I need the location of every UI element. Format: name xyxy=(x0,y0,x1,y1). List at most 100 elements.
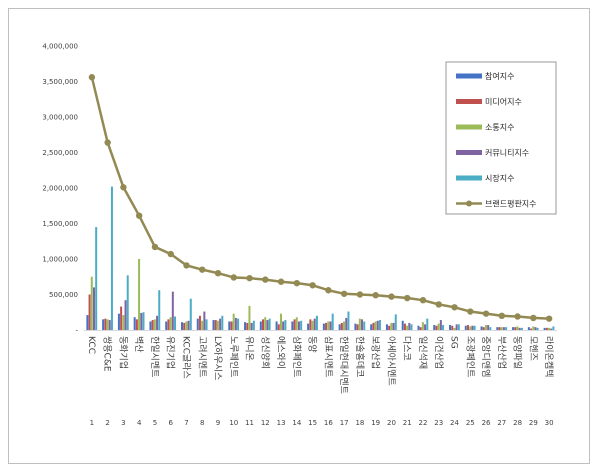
bar-시장지수 xyxy=(363,321,366,330)
category-number: 28 xyxy=(513,419,522,427)
bar-미디어지수 xyxy=(198,315,201,330)
category-label: 고려시멘트 xyxy=(196,336,207,377)
bar-미디어지수 xyxy=(230,321,233,330)
bar-소통지수 xyxy=(327,321,330,330)
point-브랜드평판지수 xyxy=(230,274,237,281)
legend-label: 미디어지수 xyxy=(485,97,522,107)
point-브랜드평판지수 xyxy=(277,278,285,285)
bar-시장지수 xyxy=(394,314,397,330)
bar-시장지수 xyxy=(110,186,113,330)
bar-시장지수 xyxy=(331,313,334,330)
category-number: 16 xyxy=(324,419,333,427)
bar-커뮤니티지수 xyxy=(282,321,285,330)
bar-미디어지수 xyxy=(104,318,107,330)
legend-swatch-미디어지수 xyxy=(456,99,482,104)
category-label: 부산산업 xyxy=(496,336,507,369)
bar-시장지수 xyxy=(442,325,445,330)
category-number: 1 xyxy=(90,419,94,427)
bar-커뮤니티지수 xyxy=(361,319,364,330)
bar-커뮤니티지수 xyxy=(502,327,505,330)
bar-시장지수 xyxy=(189,298,192,330)
category-label: 삼표시멘트 xyxy=(322,336,333,377)
bar-소통지수 xyxy=(437,323,440,330)
bar-소통지수 xyxy=(153,319,156,330)
category-number: 5 xyxy=(153,419,157,427)
bar-참여지수 xyxy=(449,325,452,330)
bar-커뮤니티지수 xyxy=(187,320,190,330)
bar-커뮤니티지수 xyxy=(329,321,332,330)
point-브랜드평판지수 xyxy=(199,266,206,273)
bar-커뮤니티지수 xyxy=(234,317,237,330)
bar-참여지수 xyxy=(480,326,483,330)
bar-참여지수 xyxy=(307,323,310,330)
bar-미디어지수 xyxy=(151,320,154,330)
bar-커뮤니티지수 xyxy=(266,320,269,330)
category-number: 20 xyxy=(387,419,396,427)
bar-미디어지수 xyxy=(545,327,548,330)
category-number: 6 xyxy=(168,419,173,427)
point-브랜드평판지수 xyxy=(104,139,111,146)
y-tick-label: 500,000 xyxy=(49,291,78,299)
bar-참여지수 xyxy=(401,320,404,330)
y-tick-label: 1,000,000 xyxy=(42,256,78,264)
bar-참여지수 xyxy=(322,323,325,330)
bar-미디어지수 xyxy=(514,327,517,330)
bar-참여지수 xyxy=(244,322,247,330)
bar-시장지수 xyxy=(205,319,208,330)
category-number: 17 xyxy=(340,419,349,427)
bar-미디어지수 xyxy=(246,322,249,330)
bar-미디어지수 xyxy=(372,322,375,330)
category-number: 14 xyxy=(292,419,301,427)
bar-참여지수 xyxy=(102,319,105,330)
category-label: 한일시멘트 xyxy=(149,336,160,377)
bar-시장지수 xyxy=(174,316,177,330)
bar-미디어지수 xyxy=(183,322,186,330)
bar-소통지수 xyxy=(374,321,377,330)
bar-소통지수 xyxy=(248,305,251,330)
bar-시장지수 xyxy=(520,327,523,330)
bar-커뮤니티지수 xyxy=(455,324,458,330)
category-number: 8 xyxy=(200,419,204,427)
point-브랜드평판지수 xyxy=(120,184,127,191)
bar-참여지수 xyxy=(149,321,152,330)
bar-소통지수 xyxy=(279,313,282,330)
bar-시장지수 xyxy=(237,318,240,330)
bar-미디어지수 xyxy=(325,322,328,330)
bar-소통지수 xyxy=(106,319,109,330)
bar-미디어지수 xyxy=(120,306,123,330)
category-number: 27 xyxy=(497,419,506,427)
bar-참여지수 xyxy=(275,321,278,330)
bar-미디어지수 xyxy=(262,319,265,330)
bar-커뮤니티지수 xyxy=(534,327,537,330)
bar-참여지수 xyxy=(133,317,136,330)
bar-소통지수 xyxy=(516,326,519,330)
bar-커뮤니티지수 xyxy=(313,318,316,330)
brand-reputation-chart: 4,000,000 3,500,000 3,000,000 2,500,000 2,00… xyxy=(42,43,557,427)
bar-커뮤니티지수 xyxy=(250,322,253,330)
bar-참여지수 xyxy=(527,327,530,330)
legend-label: 시장지수 xyxy=(485,173,514,183)
bar-참여지수 xyxy=(496,327,499,330)
bar-미디어지수 xyxy=(498,327,501,330)
category-label: SG xyxy=(449,336,459,349)
bar-미디어지수 xyxy=(340,322,343,330)
bar-시장지수 xyxy=(252,320,255,330)
bar-참여지수 xyxy=(417,325,420,330)
point-브랜드평판지수 xyxy=(530,314,537,322)
category-number: 19 xyxy=(371,419,380,427)
legend-swatch-커뮤니티지수 xyxy=(456,150,482,155)
bar-미디어지수 xyxy=(435,325,438,330)
bar-소통지수 xyxy=(548,327,551,330)
bar-시장지수 xyxy=(315,315,318,330)
category-number: 26 xyxy=(482,419,491,427)
point-브랜드평판지수 xyxy=(214,270,222,277)
point-브랜드평판지수 xyxy=(293,279,301,287)
bar-시장지수 xyxy=(378,320,381,330)
bar-시장지수 xyxy=(457,324,460,330)
point-브랜드평판지수 xyxy=(183,262,190,269)
bar-미디어지수 xyxy=(403,323,406,330)
legend-marker-브랜드평판지수 xyxy=(466,200,472,207)
bar-소통지수 xyxy=(453,327,456,330)
bar-참여지수 xyxy=(212,320,215,330)
bar-참여지수 xyxy=(196,318,199,330)
